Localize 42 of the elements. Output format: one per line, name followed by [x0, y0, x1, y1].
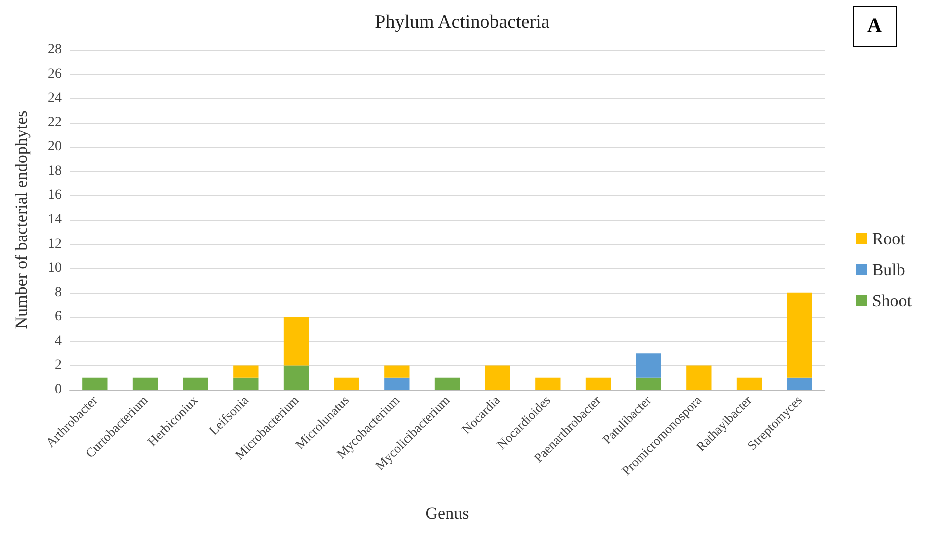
y-tick-label: 2 — [55, 358, 62, 374]
y-axis-title: Number of bacterial endophytes — [12, 110, 31, 330]
bar — [284, 366, 310, 390]
bar — [787, 292, 812, 378]
bar — [586, 378, 612, 390]
bar — [384, 378, 410, 390]
legend-label: Shoot — [872, 292, 912, 310]
bar — [787, 378, 812, 390]
y-tick-label: 22 — [48, 115, 62, 130]
legend-label: Root — [872, 230, 906, 248]
y-tick-label: 16 — [48, 188, 62, 204]
bar — [636, 354, 662, 378]
y-tick-label: 28 — [48, 42, 62, 58]
bar — [183, 378, 208, 390]
y-tick-label: 24 — [48, 91, 62, 106]
bar — [434, 378, 460, 390]
y-tick-label: 12 — [48, 236, 62, 252]
chart-title: Phylum Actinobacteria — [375, 12, 550, 33]
bar — [384, 366, 410, 378]
bar — [284, 317, 310, 366]
y-tick-label: 10 — [48, 261, 62, 276]
bar — [485, 366, 510, 390]
legend-label: Bulb — [872, 260, 906, 280]
y-tick-label: 6 — [55, 310, 62, 325]
y-tick-label: 18 — [48, 164, 62, 179]
y-tick-label: 14 — [48, 212, 62, 228]
bar — [636, 378, 662, 390]
y-tick-label: 20 — [48, 140, 62, 155]
y-tick-label: 0 — [55, 382, 62, 398]
bar — [536, 378, 561, 390]
bar — [686, 366, 712, 390]
bar — [132, 378, 158, 390]
y-tick-label: 26 — [48, 66, 62, 82]
bar — [736, 378, 762, 390]
bar — [234, 378, 259, 390]
y-tick-label: 4 — [55, 334, 62, 349]
x-axis-title: Genus — [426, 504, 470, 523]
text: A — [852, 6, 897, 47]
y-tick-label: 8 — [55, 285, 62, 300]
bar — [334, 378, 360, 390]
bar — [234, 366, 259, 378]
bar — [82, 378, 108, 390]
